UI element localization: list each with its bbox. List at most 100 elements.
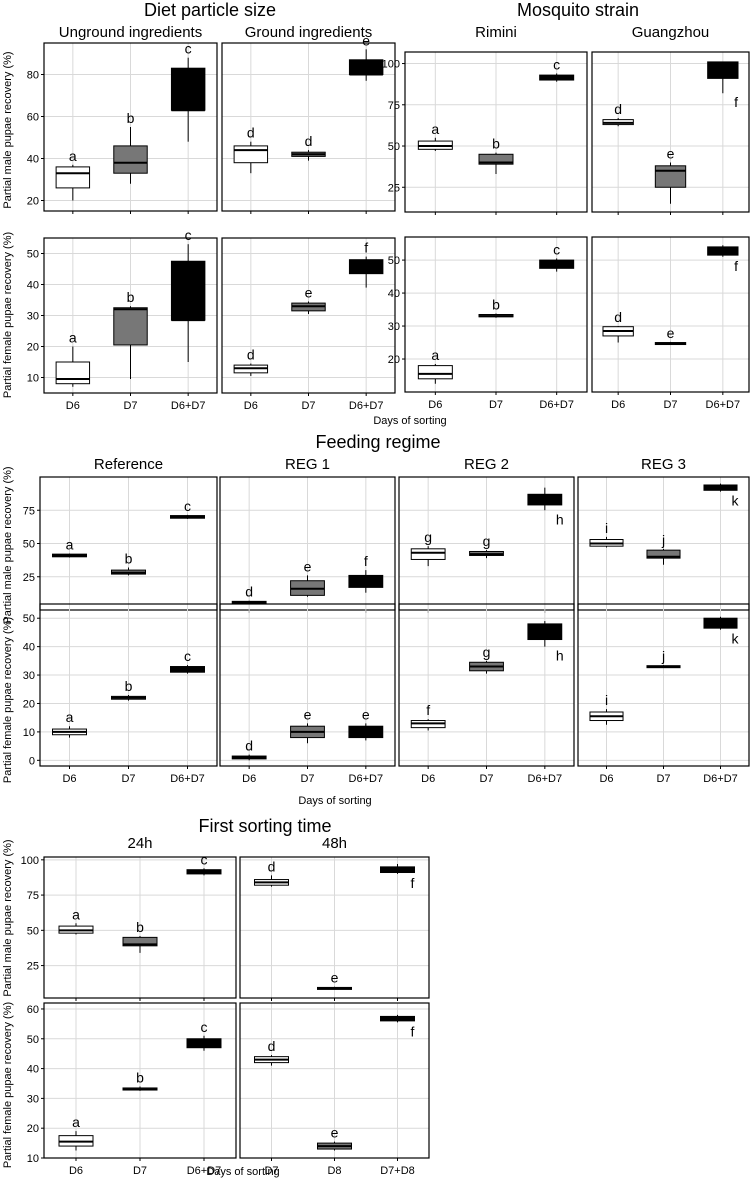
panel-title: Guangzhou (632, 24, 710, 41)
panel-feed-f-3: f g h D6 D7 D6+D7 (398, 603, 575, 785)
y-tick-label: 40 (23, 642, 35, 654)
x-tick-label: D7 (264, 1165, 278, 1177)
x-tick-label: D6 (599, 773, 613, 785)
box-D6+D7: f (707, 245, 739, 274)
box-D6+D7: h (527, 487, 564, 527)
box-D7: b (111, 550, 146, 576)
box-D6: a (52, 709, 87, 738)
significance-letter: k (732, 631, 740, 647)
significance-letter: f (411, 1023, 415, 1039)
panel-sort-m-1: 24h a b c 25 50 75 100 (21, 835, 237, 1001)
y-tick-label: 50 (388, 141, 400, 153)
significance-letter: e (304, 558, 312, 574)
box-D6+D7: c (170, 41, 206, 142)
box-D6: a (58, 1114, 94, 1151)
y-tick-label: 40 (388, 288, 400, 300)
significance-letter: e (362, 32, 370, 48)
y-tick-label: 60 (27, 112, 39, 124)
significance-letter: d (268, 858, 276, 874)
significance-letter: b (125, 550, 133, 566)
box-D6+D7: c (186, 1019, 222, 1051)
significance-letter: a (431, 347, 439, 363)
y-tick-label: 20 (23, 698, 35, 710)
significance-letter: b (125, 678, 133, 694)
box-body (380, 866, 415, 874)
significance-letter: b (136, 919, 144, 935)
box-body (654, 165, 687, 188)
significance-letter: a (69, 148, 77, 164)
box-D7: b (122, 1069, 158, 1091)
box-D7: g (469, 533, 504, 559)
significance-letter: c (185, 227, 192, 243)
panel-sort-f-2: d e f D7 D8 D7+D8 (239, 1002, 430, 1177)
significance-letter: g (424, 529, 432, 545)
x-tick-label: D6+D7 (703, 773, 738, 785)
significance-letter: a (66, 536, 74, 552)
significance-letter: c (185, 41, 192, 57)
box-D7: e (291, 285, 326, 314)
significance-letter: c (184, 498, 191, 514)
panel-diet-m-2: Ground ingredients d d e (221, 24, 396, 214)
box-body (170, 67, 206, 111)
significance-letter: d (245, 584, 253, 600)
box-body (233, 145, 269, 164)
significance-letter: b (492, 136, 500, 152)
box-body (170, 260, 206, 321)
panel-title: Ground ingredients (245, 24, 373, 41)
box-D7: b (478, 136, 514, 175)
y-label-sorting-male: Partial male pupae recovery (%) (2, 839, 14, 996)
significance-letter: g (483, 533, 491, 549)
x-tick-label: D6 (421, 773, 435, 785)
significance-letter: j (661, 648, 665, 664)
significance-letter: f (426, 702, 430, 718)
significance-letter: e (331, 1125, 339, 1141)
box-D6: d (602, 309, 634, 343)
panel-title: 48h (322, 835, 347, 852)
box-D6: a (52, 536, 87, 558)
y-tick-label: 30 (27, 311, 39, 323)
box-D6+D7: f (348, 240, 384, 288)
x-tick-label: D7 (479, 773, 493, 785)
y-tick-label: 30 (27, 1093, 39, 1105)
box-D6+D7: f (707, 61, 739, 110)
y-tick-label: 0 (29, 755, 35, 767)
box-body (55, 361, 91, 385)
significance-letter: b (127, 110, 135, 126)
box-body (707, 61, 739, 79)
box-D6+D7: f (348, 553, 384, 593)
y-tick-label: 10 (23, 727, 35, 739)
x-tick-label: D6+D7 (349, 773, 384, 785)
significance-letter: d (305, 133, 313, 149)
box-D6: i (589, 692, 624, 725)
significance-letter: i (605, 520, 608, 536)
box-D6+D7: k (703, 616, 740, 647)
significance-letter: k (732, 493, 740, 509)
x-tick-label: D6 (611, 399, 625, 411)
panel-title: REG 3 (641, 456, 686, 473)
box-D6+D7: c (170, 227, 206, 362)
x-tick-label: D6 (244, 400, 258, 412)
box-D6: g (410, 529, 446, 567)
significance-letter: a (72, 1114, 80, 1130)
significance-letter: d (268, 1038, 276, 1054)
panel-diet-m-1: Unground ingredients a b c 20 40 60 80 (27, 24, 218, 214)
box-D7+D8: f (380, 864, 415, 891)
significance-letter: b (136, 1069, 144, 1085)
box-body (113, 307, 148, 346)
y-tick-label: 25 (27, 961, 39, 973)
x-tick-label: D7+D8 (380, 1165, 415, 1177)
x-label-top: Days of sorting (373, 415, 446, 427)
significance-letter: c (553, 241, 560, 257)
panel-title: Unground ingredients (59, 24, 202, 41)
box-D6: a (417, 347, 453, 384)
y-tick-label: 40 (27, 154, 39, 166)
x-tick-label: D8 (327, 1165, 341, 1177)
box-D6: i (589, 520, 624, 548)
box-D7: b (122, 919, 158, 953)
box-D6: d (233, 347, 269, 376)
box-D7: e (290, 558, 325, 597)
box-body (348, 259, 384, 275)
box-D6+D7: c (170, 648, 205, 674)
significance-letter: c (184, 648, 191, 664)
significance-letter: c (201, 1019, 208, 1035)
